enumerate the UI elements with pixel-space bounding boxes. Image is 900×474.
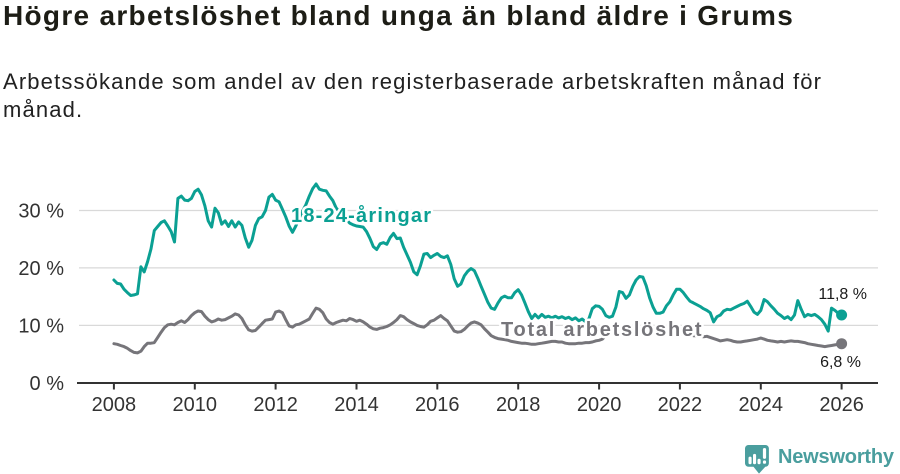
svg-text:2022: 2022 bbox=[658, 394, 703, 416]
svg-text:10 %: 10 % bbox=[18, 315, 64, 337]
svg-text:2008: 2008 bbox=[92, 394, 137, 416]
svg-text:11,8 %: 11,8 % bbox=[818, 286, 867, 303]
svg-text:2018: 2018 bbox=[496, 394, 541, 416]
svg-text:30 %: 30 % bbox=[18, 201, 64, 223]
svg-text:Total arbetslöshet: Total arbetslöshet bbox=[501, 319, 703, 341]
svg-text:20 %: 20 % bbox=[18, 258, 64, 280]
svg-text:2016: 2016 bbox=[415, 394, 460, 416]
svg-text:2010: 2010 bbox=[173, 394, 218, 416]
svg-text:2020: 2020 bbox=[577, 394, 622, 416]
svg-text:2026: 2026 bbox=[819, 394, 864, 416]
svg-text:0 %: 0 % bbox=[30, 373, 65, 395]
svg-text:2014: 2014 bbox=[334, 394, 379, 416]
svg-text:2024: 2024 bbox=[739, 394, 784, 416]
svg-text:18-24-åringar: 18-24-åringar bbox=[291, 204, 432, 227]
svg-text:6,8 %: 6,8 % bbox=[820, 354, 861, 371]
svg-text:2012: 2012 bbox=[253, 394, 298, 416]
svg-text:Newsworthy: Newsworthy bbox=[778, 446, 895, 468]
